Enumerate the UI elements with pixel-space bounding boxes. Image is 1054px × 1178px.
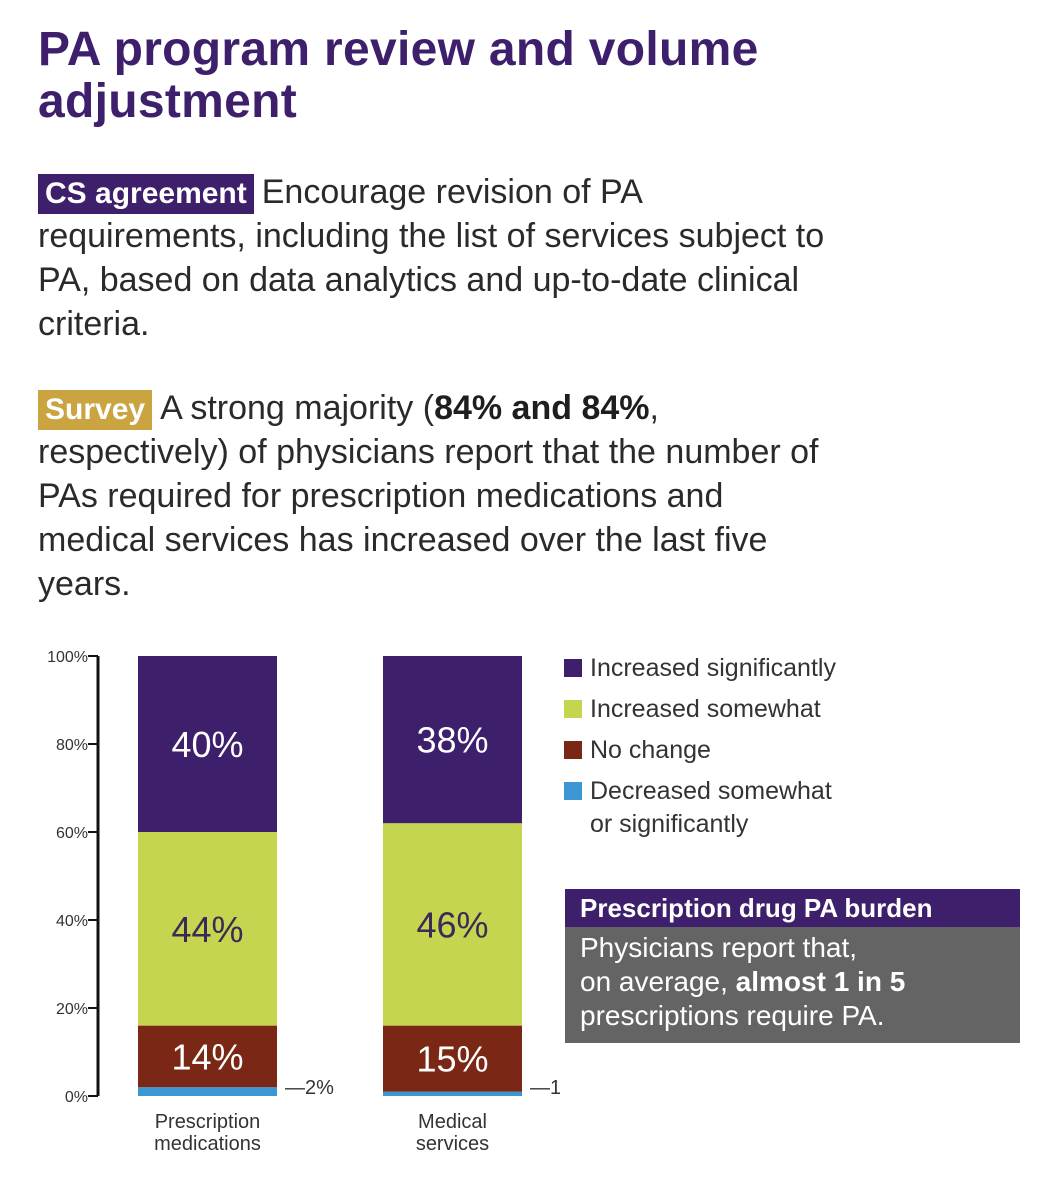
- x-category-label: Prescription: [155, 1111, 261, 1133]
- bar-segment: [383, 656, 522, 824]
- bar-segment: [383, 823, 522, 1026]
- y-tick-label: 40%: [56, 913, 88, 930]
- bar-segment: [138, 832, 277, 1026]
- callout-line-3: prescriptions require PA.: [580, 1000, 885, 1031]
- legend-swatch: [564, 741, 582, 759]
- callout-line-2-text: on average,: [580, 966, 736, 997]
- data-label: 46%: [416, 904, 488, 945]
- bar-segment: [138, 1025, 277, 1088]
- y-tick-label: 60%: [56, 825, 88, 842]
- stacked-bar-chart: 0% 20% 40% 60% 80% 100% —2% 14% 44% 40% Prescripti…: [47, 649, 560, 1155]
- cs-agreement-text: Encourage revision of PA requirements, i…: [38, 173, 825, 343]
- page-title: PA program review and volume adjustment: [38, 23, 759, 128]
- survey-text-before: A strong majority (: [160, 389, 435, 427]
- data-label: 15%: [416, 1039, 488, 1080]
- legend-item: Increased somewhat: [564, 693, 964, 726]
- survey-text-after: , respectively) of physicians report tha…: [38, 389, 819, 603]
- bar-segment: [138, 656, 277, 832]
- data-label: 40%: [171, 724, 243, 765]
- y-tick-label: 0%: [65, 1089, 88, 1106]
- bar-segment: [383, 1025, 522, 1092]
- data-label-small: —2%: [285, 1077, 334, 1099]
- legend-item: Decreased somewhat or significantly: [564, 775, 964, 841]
- legend-label: Decreased somewhat: [590, 777, 832, 805]
- x-category-label: services: [416, 1133, 489, 1155]
- x-category-label: Medical: [418, 1111, 487, 1133]
- data-label: 38%: [416, 720, 488, 761]
- chart-legend: Increased significantly Increased somewha…: [564, 652, 964, 849]
- legend-swatch: [564, 700, 582, 718]
- legend-label: No change: [590, 736, 711, 764]
- legend-label: Increased somewhat: [590, 695, 821, 723]
- legend-swatch: [564, 782, 582, 800]
- legend-swatch: [564, 659, 582, 677]
- data-label: 14%: [171, 1036, 243, 1077]
- legend-label: Increased significantly: [590, 654, 836, 682]
- cs-agreement-tag: CS agreement: [38, 174, 254, 214]
- legend-item: No change: [564, 734, 964, 767]
- callout-heading: Prescription drug PA burden: [565, 889, 1020, 927]
- bar-segment: [383, 1091, 522, 1096]
- y-tick-label: 80%: [56, 737, 88, 754]
- legend-item: Increased significantly: [564, 652, 964, 685]
- callout-body: Physicians report that, on average, almo…: [565, 927, 1020, 1043]
- legend-label: or significantly: [590, 810, 749, 838]
- data-label-small: —1%: [530, 1077, 560, 1099]
- bar-segment: [138, 1087, 277, 1096]
- y-tick-label: 20%: [56, 1001, 88, 1018]
- x-category-label: medications: [154, 1133, 261, 1155]
- callout-line-1: Physicians report that,: [580, 932, 858, 963]
- cs-agreement-paragraph: CS agreement Encourage revision of PA req…: [38, 170, 838, 346]
- y-tick-label: 100%: [47, 649, 88, 666]
- survey-text-bold: 84% and 84%: [434, 389, 650, 427]
- prescription-burden-callout: Prescription drug PA burden Physicians r…: [565, 889, 1020, 1043]
- survey-tag: Survey: [38, 390, 153, 430]
- callout-line-2-bold: almost 1 in 5: [735, 966, 906, 997]
- data-label: 44%: [171, 909, 243, 950]
- survey-paragraph: Survey A strong majority (84% and 84%, re…: [38, 386, 828, 606]
- callout-line-2: on average, almost 1 in 5: [580, 965, 1005, 999]
